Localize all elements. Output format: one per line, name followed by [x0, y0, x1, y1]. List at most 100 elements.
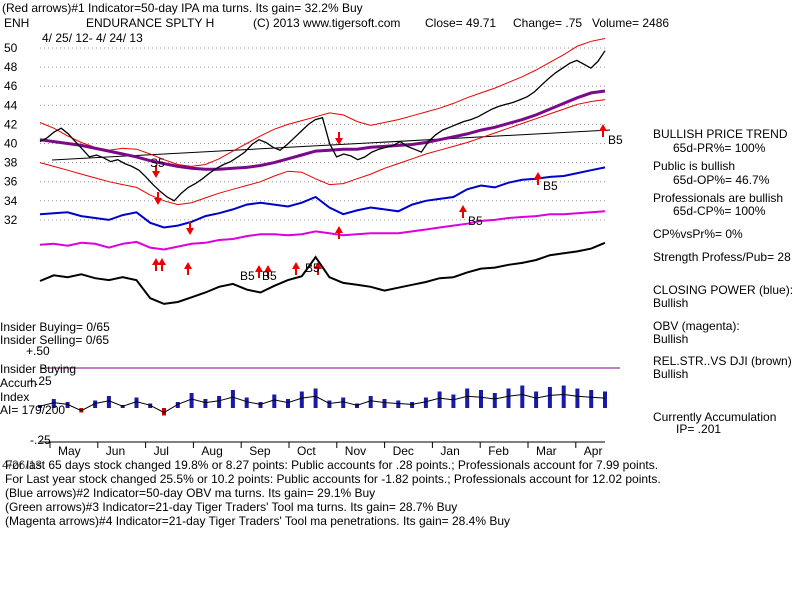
accum-bar	[217, 396, 222, 408]
accum-bar	[175, 402, 180, 408]
price-axis: 50 48 46 44 42 40 38 36 34 32	[4, 41, 18, 227]
buy-arrow	[534, 172, 542, 185]
footer-65-days: For last 65 days stock changed 19.8% or …	[5, 458, 659, 472]
closing-power-line	[39, 166, 606, 229]
month-label: Jul	[154, 444, 169, 458]
price-tick-label: 50	[4, 41, 18, 55]
accum-bar	[38, 405, 42, 408]
obv-title: OBV (magenta):	[653, 319, 740, 333]
insider-selling-count: Insider Selling= 0/65	[0, 333, 110, 347]
month-label: Sep	[249, 444, 271, 458]
accum-label: Accum	[0, 376, 37, 390]
accum-bar	[534, 391, 539, 408]
copyright: (C) 2013 www.tigersoft.com	[253, 16, 401, 30]
accum-bar	[492, 393, 497, 408]
accum-bar	[272, 394, 277, 408]
month-label: Nov	[345, 444, 366, 458]
month-axis: May Jun Jul Aug Sep Oct Nov Dec Jan Feb Mar Apr	[40, 441, 605, 458]
obv-line	[39, 210, 606, 251]
buy-arrow	[158, 258, 166, 271]
accum-bar	[423, 397, 428, 408]
buy-arrow	[184, 262, 192, 275]
accum-bar	[134, 397, 139, 408]
accum-bar	[547, 387, 552, 408]
closing-power-status: Bullish	[653, 296, 689, 310]
month-label: Jun	[106, 444, 125, 458]
accum-bar	[437, 391, 442, 408]
ip-value: IP= .201	[676, 422, 722, 436]
accum-tick-050: +.50	[26, 344, 50, 358]
signal-label: B5	[262, 269, 277, 283]
signal-label: B5	[608, 133, 623, 147]
accum-bar	[189, 393, 194, 408]
accum-bar	[341, 397, 346, 408]
signal-label: B5	[543, 179, 558, 193]
pr-value: 65d-PR%= 100%	[673, 141, 766, 155]
accum-bar	[451, 394, 456, 408]
accum-tick-025: +.25	[28, 374, 52, 388]
buy-arrow	[459, 205, 467, 218]
accum-index-bars	[38, 385, 607, 416]
indicator-4-caption: (Magenta arrows)#4 Indicator=21-day Tige…	[5, 514, 511, 528]
accum-bar	[327, 400, 332, 408]
price-tick-label: 46	[4, 79, 18, 93]
signal-label: B5	[240, 269, 255, 283]
sell-arrow	[335, 132, 343, 145]
buy-arrow	[264, 265, 272, 278]
upper-band-line	[39, 38, 606, 167]
relstr-title: REL.STR..VS DJI (brown)	[653, 354, 792, 368]
currently-accumulation: Currently Accumulation	[653, 410, 777, 424]
accum-bar	[258, 402, 263, 408]
relstr-status: Bullish	[653, 367, 689, 381]
accum-bar	[51, 399, 56, 408]
signal-label: B5	[468, 214, 483, 228]
insider-buying-label: Insider Buying	[0, 362, 77, 376]
price-tick-label: 34	[4, 194, 18, 208]
accum-bar	[382, 399, 387, 408]
accum-bar	[410, 402, 415, 408]
change-value: Change= .75	[513, 16, 583, 30]
price-tick-label: 40	[4, 137, 18, 151]
month-label: Apr	[584, 444, 603, 458]
public-status: Public is bullish	[653, 159, 736, 173]
accum-bar	[244, 397, 249, 408]
insider-buying-count: Insider Buying= 0/65	[0, 320, 110, 334]
accum-bar	[313, 388, 318, 408]
price-tick-label: 44	[4, 98, 18, 112]
accum-bar	[561, 385, 566, 408]
buy-arrow	[335, 226, 343, 239]
price-tick-label: 36	[4, 175, 18, 189]
index-label: Index	[0, 390, 30, 404]
accum-bar	[575, 388, 580, 408]
month-label: Dec	[393, 444, 414, 458]
accum-bar	[230, 390, 235, 408]
indicator-1-caption: (Red arrows)#1 Indicator=50-day IPA ma t…	[2, 1, 363, 15]
trend-title: BULLISH PRICE TREND	[653, 127, 788, 141]
sell-arrow	[186, 222, 194, 235]
accum-bar	[603, 391, 607, 408]
current-date: 4/26/13	[2, 458, 43, 472]
accum-bar	[396, 400, 401, 408]
date-range: 4/ 25/ 12- 4/ 24/ 13	[42, 31, 143, 45]
month-label: Jan	[440, 444, 459, 458]
accum-bar	[93, 400, 98, 408]
price-tick-label: 32	[4, 213, 18, 227]
accum-index-line	[39, 393, 606, 414]
chart-grid	[40, 47, 605, 221]
op-value: 65d-OP%= 46.7%	[673, 173, 770, 187]
price-line	[39, 50, 606, 202]
price-tick-label: 48	[4, 60, 18, 74]
accum-bar	[465, 388, 470, 408]
footer-last-year: For Last year stock changed 25.5% or 10.…	[5, 472, 661, 486]
lower-band-line	[39, 99, 606, 206]
strength-ratio: Strength Profess/Pub= 28	[653, 250, 791, 264]
obv-status: Bullish	[653, 332, 689, 346]
indicator-2-caption: (Blue arrows)#2 Indicator=50-day OBV ma …	[5, 486, 376, 500]
price-tick-label: 38	[4, 156, 18, 170]
accum-bar	[65, 402, 70, 408]
ai-value: AI= 179/200	[0, 403, 66, 417]
month-label: May	[58, 444, 81, 458]
accum-bar	[589, 390, 594, 408]
month-label: Aug	[201, 444, 222, 458]
